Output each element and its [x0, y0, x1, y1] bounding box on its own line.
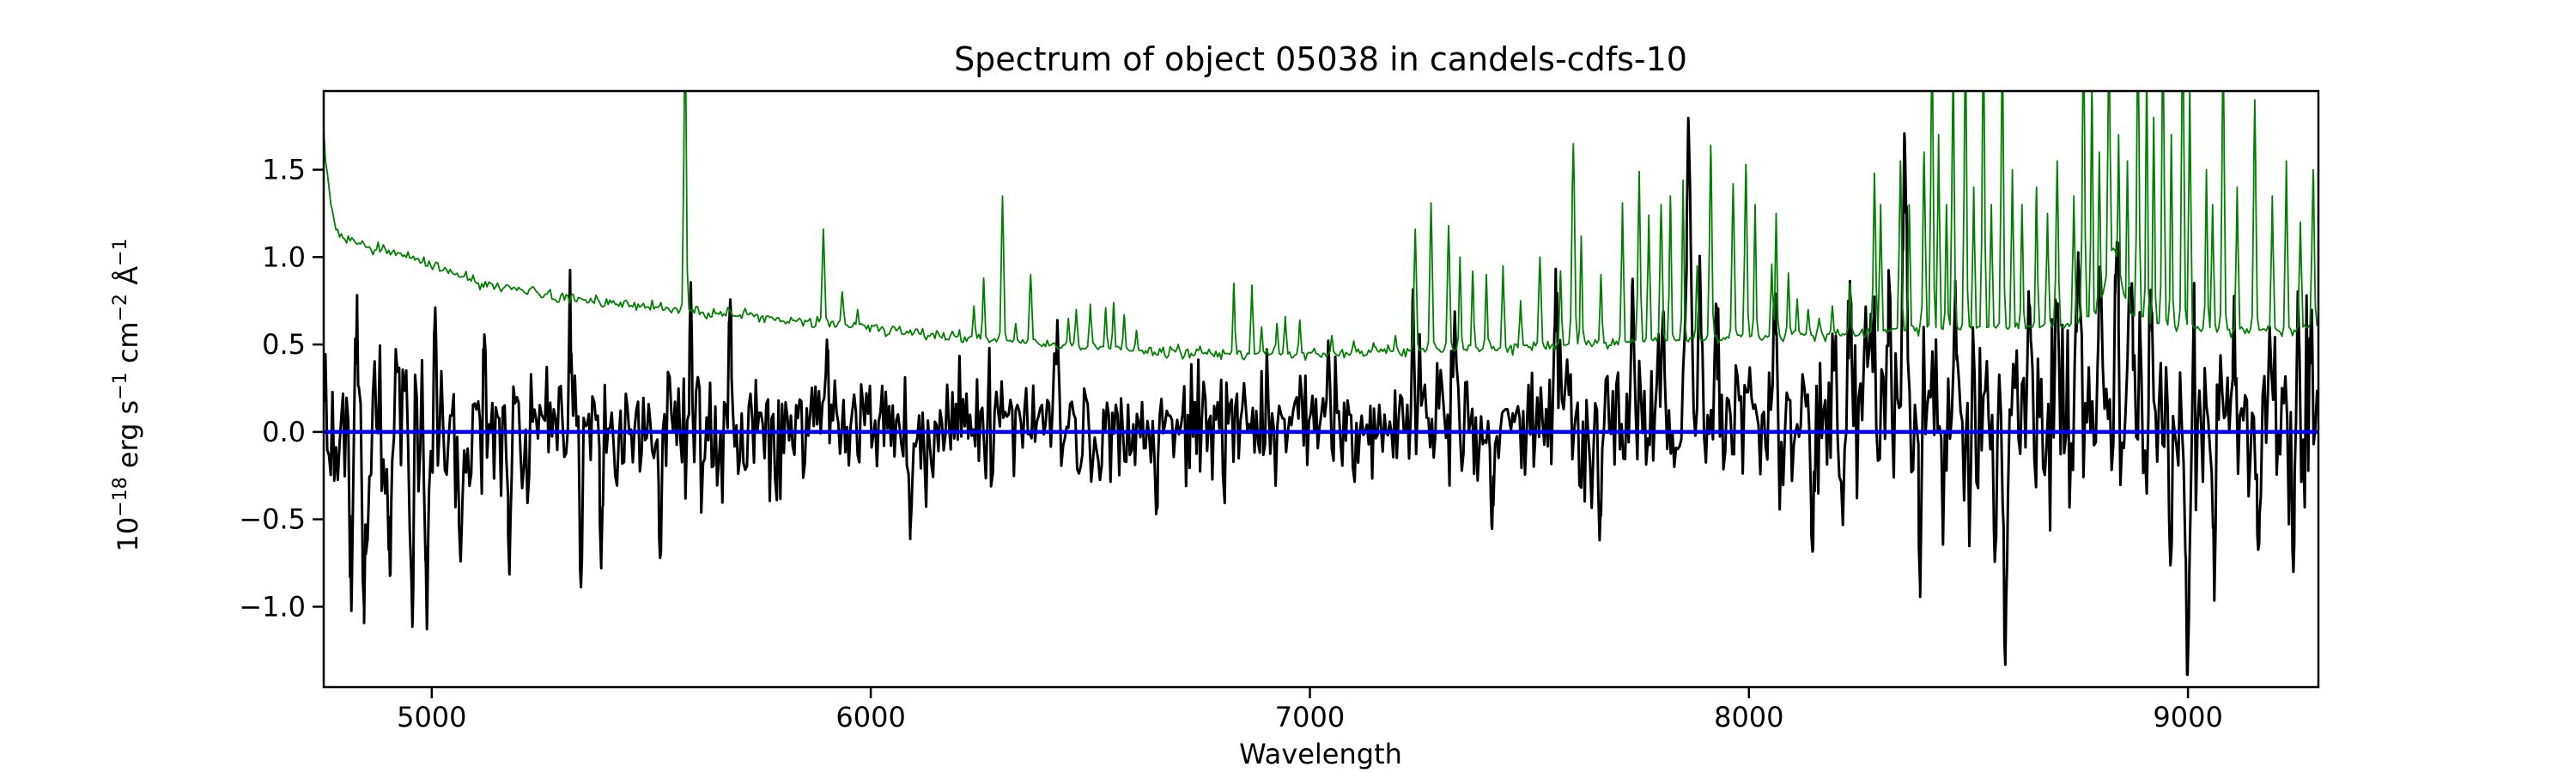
chart-title: Spectrum of object 05038 in candels-cdfs… [954, 40, 1687, 78]
x-tick-label: 9000 [2153, 701, 2222, 733]
noise-std-series-line [325, 92, 2318, 362]
y-axis-ticks: −1.0 −0.5 0.0 0.5 1.0 1.5 [239, 154, 324, 623]
flux-series-line [325, 116, 2318, 677]
x-tick-label: 5000 [397, 701, 466, 733]
y-axis-label: 10−18 erg s−1 cm−2 Å−1 [110, 238, 144, 551]
axes-box [322, 89, 2320, 689]
y-tick-label: −1.0 [239, 590, 306, 623]
y-tick-label: 1.5 [262, 154, 306, 186]
x-axis-label: Wavelength [1239, 738, 1402, 770]
y-tick-label: −0.5 [239, 503, 306, 536]
y-tick-label: 0.5 [262, 328, 306, 361]
x-tick-label: 8000 [1714, 701, 1783, 733]
y-tick-label: 0.0 [262, 416, 306, 448]
x-tick-label: 7000 [1275, 701, 1345, 733]
y-tick-label: 1.0 [262, 240, 306, 273]
plot-series [325, 92, 2318, 677]
x-axis-ticks: 5000 6000 7000 8000 9000 [397, 687, 2223, 733]
x-tick-label: 6000 [835, 701, 905, 733]
